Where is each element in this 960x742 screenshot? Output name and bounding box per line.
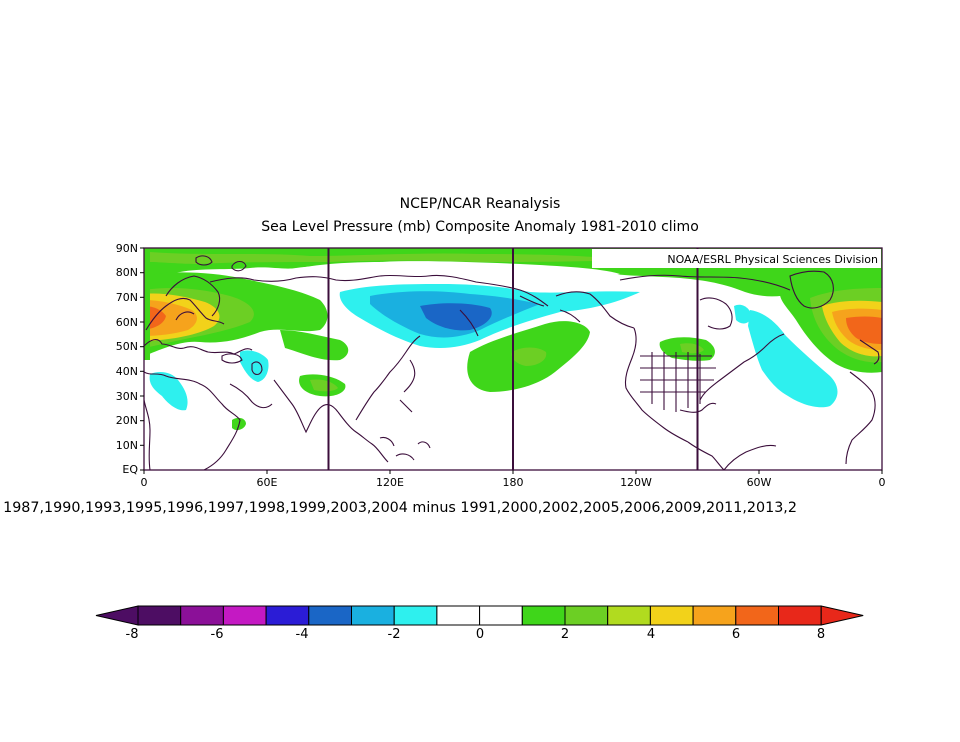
coast-north-america-west: [624, 327, 689, 443]
colorbar-label-neg4: -4: [295, 627, 309, 642]
lat-label-50n: 50N: [115, 340, 138, 353]
title-line-2: Sea Level Pressure (mb) Composite Anomal…: [261, 219, 699, 235]
coast-central-america: [687, 441, 725, 470]
colorbar-label-neg2: -2: [387, 627, 401, 642]
coast-svalbard: [195, 255, 213, 266]
lon-label-60e: 60E: [256, 476, 278, 489]
colorbar-swatch: [436, 605, 481, 626]
colorbar-swatch: [351, 605, 395, 626]
coast-caspian: [251, 361, 263, 376]
coast-alaska: [555, 291, 635, 329]
shade-npac-lightgreen: [511, 347, 547, 366]
shade-caspian-cyan: [240, 350, 269, 382]
shade-europe-west-edge: [144, 256, 150, 360]
coast-black-sea: [221, 353, 243, 364]
coast-scandinavia: [165, 275, 221, 321]
shade-tibet-lightgreen: [310, 379, 338, 392]
colorbar-swatch: [521, 605, 566, 626]
coast-south-america: [723, 444, 777, 470]
shade-atlantic-cyan: [748, 310, 838, 408]
shade-natl-red: [846, 316, 882, 344]
axis-ticks: [140, 247, 883, 474]
colorbar-arrow-right: [820, 605, 864, 626]
colorbar-label-4: 4: [646, 627, 656, 642]
coast-kamchatka: [459, 295, 545, 337]
lon-label-120e: 120E: [376, 476, 404, 489]
shade-siberia-blue: [420, 303, 492, 331]
coast-north-america-east: [699, 333, 785, 401]
lon-label-0: 0: [140, 476, 148, 489]
shade-arctic-white: [270, 261, 620, 289]
coast-se-asia: [379, 436, 431, 461]
composite-years-subtitle: ov : 1987,1990,1993,1995,1996,1997,1998,…: [0, 500, 797, 516]
shade-hudson-cyan: [734, 304, 752, 324]
lat-label-70n: 70N: [115, 291, 138, 304]
colorbar-label-neg6: -6: [210, 627, 224, 642]
coast-africa: [144, 371, 241, 470]
credit-box: [592, 249, 881, 268]
coast-arabia: [229, 379, 339, 434]
lat-label-eq: EQ: [122, 463, 138, 476]
lat-label-80n: 80N: [115, 266, 138, 279]
colorbar-swatch: [308, 605, 352, 626]
colorbar-swatch: [607, 605, 651, 626]
anomaly-shading: [144, 248, 882, 431]
colorbar-swatch: [137, 605, 182, 626]
shade-arctic-lightgreen: [150, 252, 620, 264]
colorbar-swatch: [222, 605, 267, 626]
lat-label-90n: 90N: [115, 242, 138, 255]
coast-gulf: [679, 402, 717, 413]
colorbar-swatch: [265, 605, 310, 626]
colorbar: [95, 605, 864, 626]
lat-label-60n: 60N: [115, 316, 138, 329]
colorbar-swatch: [692, 605, 737, 626]
title-line-1: NCEP/NCAR Reanalysis: [399, 196, 561, 212]
colorbar-swatch: [479, 605, 523, 626]
shade-asia-green: [280, 330, 349, 361]
coast-iberia: [859, 339, 880, 365]
colorbar-label-6: 6: [731, 627, 741, 642]
colorbar-arrow-left: [95, 605, 139, 626]
coast-east-asia: [337, 335, 421, 463]
colorbar-swatch: [564, 605, 609, 626]
colorbar-label-2: 2: [560, 627, 570, 642]
lat-label-40n: 40N: [115, 365, 138, 378]
coast-canada-arctic: [619, 274, 791, 291]
colorbar-label-0: 0: [475, 627, 485, 642]
colorbar-swatch: [393, 605, 438, 626]
coast-hudson: [699, 297, 733, 330]
shade-med-cyan: [149, 372, 188, 411]
coast-greenland: [789, 270, 834, 309]
credit-label: NOAA/ESRL Physical Sciences Division: [667, 253, 878, 266]
colorbar-swatch: [735, 605, 779, 626]
coast-north-eurasia: [209, 274, 549, 307]
lon-label-180: 180: [502, 476, 524, 489]
lat-label-10n: 10N: [115, 439, 138, 452]
lon-label-120w: 120W: [620, 476, 652, 489]
coast-japan: [403, 359, 416, 393]
coast-novaya: [231, 260, 247, 272]
colorbar-swatch: [778, 605, 822, 626]
lon-label-0-east: 0: [878, 476, 886, 489]
coastlines: [144, 255, 880, 470]
lat-label-30n: 30N: [115, 390, 138, 403]
meridian-lines: [327, 248, 699, 470]
coast-europe: [144, 297, 253, 355]
colorbar-swatch: [180, 605, 224, 626]
lat-label-20n: 20N: [115, 414, 138, 427]
colorbar-label-neg8: -8: [125, 627, 139, 642]
lon-label-60w: 60W: [746, 476, 772, 489]
coast-west-africa: [845, 371, 876, 465]
us-state-lines: [640, 352, 716, 412]
colorbar-label-8: 8: [816, 627, 826, 642]
colorbar-swatch: [649, 605, 694, 626]
